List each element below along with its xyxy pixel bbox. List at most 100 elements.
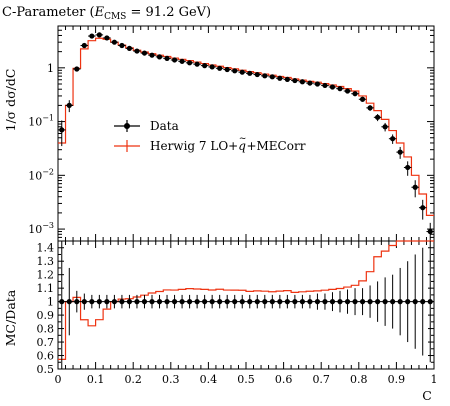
- ratio-data-point: [217, 299, 223, 305]
- ratio-data-point: [420, 299, 426, 305]
- ratio-data-point: [209, 299, 215, 305]
- ratio-y-tick-label: 0.6: [37, 350, 55, 363]
- data-point: [89, 33, 95, 39]
- legend-data-label: Data: [150, 119, 179, 133]
- data-point: [179, 58, 185, 64]
- data-point: [96, 32, 102, 38]
- ratio-y-axis-label: MC/Data: [3, 289, 18, 346]
- ratio-data-point: [412, 299, 418, 305]
- chart-title: C-Parameter (ECMS = 91.2 GeV): [2, 5, 211, 22]
- data-point: [307, 80, 313, 86]
- data-point: [375, 114, 381, 120]
- ratio-data-point: [247, 299, 253, 305]
- data-point: [171, 57, 178, 63]
- data-point: [119, 42, 125, 49]
- mc-histogram-line: [58, 37, 434, 216]
- data-point: [104, 35, 110, 41]
- legend-mc-label: Herwig 7 LO+q~+MECorr: [150, 134, 306, 153]
- ratio-y-tick-label: 1.3: [37, 255, 55, 268]
- x-axis-label: C: [422, 388, 432, 403]
- ratio-data-point: [397, 299, 403, 305]
- data-point: [322, 82, 328, 89]
- main-y-axis-label: 1/σ dσ/dC: [3, 69, 18, 132]
- ratio-data-point: [322, 299, 328, 305]
- ratio-data-point: [232, 299, 238, 305]
- data-point: [239, 69, 245, 75]
- ratio-data-point: [74, 299, 80, 305]
- ratio-data-point: [126, 299, 133, 305]
- data-point: [427, 228, 433, 235]
- ratio-data-point: [427, 299, 433, 305]
- data-points: [58, 32, 434, 241]
- ratio-data-point: [375, 299, 381, 305]
- x-tick-label: 0.6: [275, 373, 293, 386]
- ratio-data-point: [390, 299, 396, 305]
- data-point: [74, 66, 80, 72]
- ratio-data-point: [134, 299, 140, 305]
- ratio-data-point: [119, 299, 125, 305]
- main-y-ticks: 10−3 10−2 10−1 1: [28, 29, 434, 242]
- data-point: [352, 91, 358, 97]
- ratio-data-point: [262, 299, 268, 305]
- data-point: [209, 64, 215, 70]
- legend-mc-marker: [114, 140, 140, 152]
- ratio-data-point: [179, 299, 185, 305]
- ratio-mc-line-path: [58, 240, 434, 360]
- data-point: [390, 136, 396, 142]
- data-point: [202, 63, 208, 69]
- data-point: [337, 86, 343, 92]
- ratio-data-point: [367, 299, 373, 305]
- x-ticks: 0 0.1 0.2 0.3 0.4 0.5 0.6 0.7 0.8 0.9 1: [55, 26, 438, 386]
- ratio-data-point: [149, 299, 155, 305]
- main-y-tick-label: 1: [47, 62, 54, 75]
- x-tick-label: 0.3: [162, 373, 180, 386]
- data-point: [412, 184, 418, 190]
- x-tick-label: 0.4: [200, 373, 218, 386]
- ratio-data-point: [202, 299, 208, 305]
- x-tick-label: 0.2: [124, 373, 142, 386]
- data-point: [194, 61, 200, 67]
- legend-data-marker: [114, 120, 140, 132]
- ratio-y-tick-label: 0.8: [37, 323, 55, 336]
- ratio-data-point: [96, 299, 102, 305]
- ratio-y-tick-label: 0.7: [37, 336, 55, 349]
- data-point: [284, 76, 290, 82]
- data-point: [134, 48, 140, 54]
- ratio-data-point: [352, 299, 358, 305]
- data-point: [66, 102, 72, 108]
- ratio-data-point: [337, 299, 343, 305]
- x-tick-label: 0.8: [350, 373, 368, 386]
- ratio-data-point: [314, 299, 321, 305]
- ratio-data-point: [187, 299, 193, 305]
- ratio-mc-line: [58, 240, 434, 360]
- data-point: [277, 75, 283, 81]
- data-point: [344, 88, 351, 94]
- ratio-data-point: [254, 299, 260, 305]
- data-point: [141, 50, 148, 56]
- ratio-data-point: [156, 299, 163, 305]
- ratio-data-points: [58, 241, 434, 369]
- data-point: [59, 127, 65, 133]
- data-point: [299, 79, 305, 85]
- main-y-tick-label: 10−2: [28, 167, 54, 182]
- legend: Data Herwig 7 LO+q~+MECorr: [114, 119, 306, 153]
- x-tick-label: 0.9: [388, 373, 406, 386]
- ratio-data-point: [171, 299, 178, 305]
- ratio-data-point: [269, 299, 275, 305]
- ratio-data-point: [111, 299, 117, 305]
- ratio-data-point: [104, 299, 110, 305]
- ratio-data-point: [224, 299, 230, 305]
- main-y-tick-label: 10−1: [28, 114, 54, 129]
- ratio-data-point: [89, 299, 95, 305]
- ratio-data-point: [164, 299, 170, 305]
- data-point: [367, 105, 373, 111]
- ratio-data-point: [66, 299, 72, 305]
- ratio-data-point: [81, 299, 87, 305]
- data-point: [269, 74, 275, 80]
- data-point: [81, 42, 87, 49]
- x-tick-label: 1: [431, 373, 438, 386]
- data-point: [254, 71, 260, 78]
- ratio-data-point: [277, 299, 283, 305]
- data-point: [126, 45, 133, 51]
